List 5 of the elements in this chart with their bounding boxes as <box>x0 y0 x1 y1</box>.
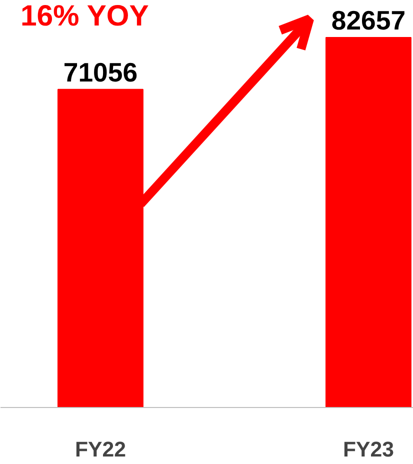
data-label: 71056 <box>63 57 138 88</box>
x-tick-label: FY22 <box>74 438 126 462</box>
data-label: 82657 <box>331 6 406 36</box>
text: 16% YOY <box>20 0 150 32</box>
x-tick-label: FY23 <box>342 438 394 462</box>
